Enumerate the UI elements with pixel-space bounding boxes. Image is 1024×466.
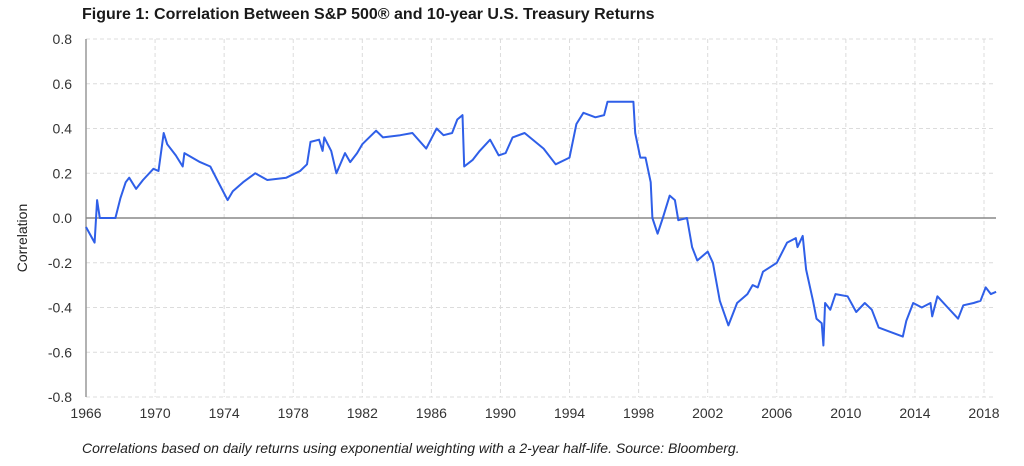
y-tick-label: 0.0 <box>53 210 73 226</box>
x-tick-label: 1966 <box>70 405 101 421</box>
x-tick-label: 1998 <box>623 405 654 421</box>
y-tick-label: -0.4 <box>48 300 72 316</box>
x-tick-label: 1974 <box>209 405 240 421</box>
y-tick-label: 0.4 <box>53 121 73 137</box>
x-tick-label: 1990 <box>485 405 516 421</box>
x-tick-label: 1970 <box>139 405 170 421</box>
x-tick-label: 1978 <box>278 405 309 421</box>
x-tick-label: 1982 <box>347 405 378 421</box>
x-tick-label: 1994 <box>554 405 585 421</box>
y-tick-label: -0.8 <box>48 389 72 405</box>
x-tick-label: 2014 <box>899 405 930 421</box>
y-tick-label: 0.2 <box>53 165 73 181</box>
x-tick-label: 2010 <box>830 405 861 421</box>
x-tick-label: 2002 <box>692 405 723 421</box>
y-tick-label: -0.2 <box>48 255 72 271</box>
y-tick-label: 0.6 <box>53 76 73 92</box>
y-tick-label: -0.6 <box>48 344 72 360</box>
y-tick-label: 0.8 <box>53 31 73 47</box>
x-tick-label: 2006 <box>761 405 792 421</box>
x-tick-label: 1986 <box>416 405 447 421</box>
series-line-correlation <box>85 100 997 347</box>
chart-title: Figure 1: Correlation Between S&P 500® a… <box>82 6 655 23</box>
chart-caption: Correlations based on daily returns usin… <box>82 440 740 456</box>
x-tick-label: 2018 <box>968 405 999 421</box>
